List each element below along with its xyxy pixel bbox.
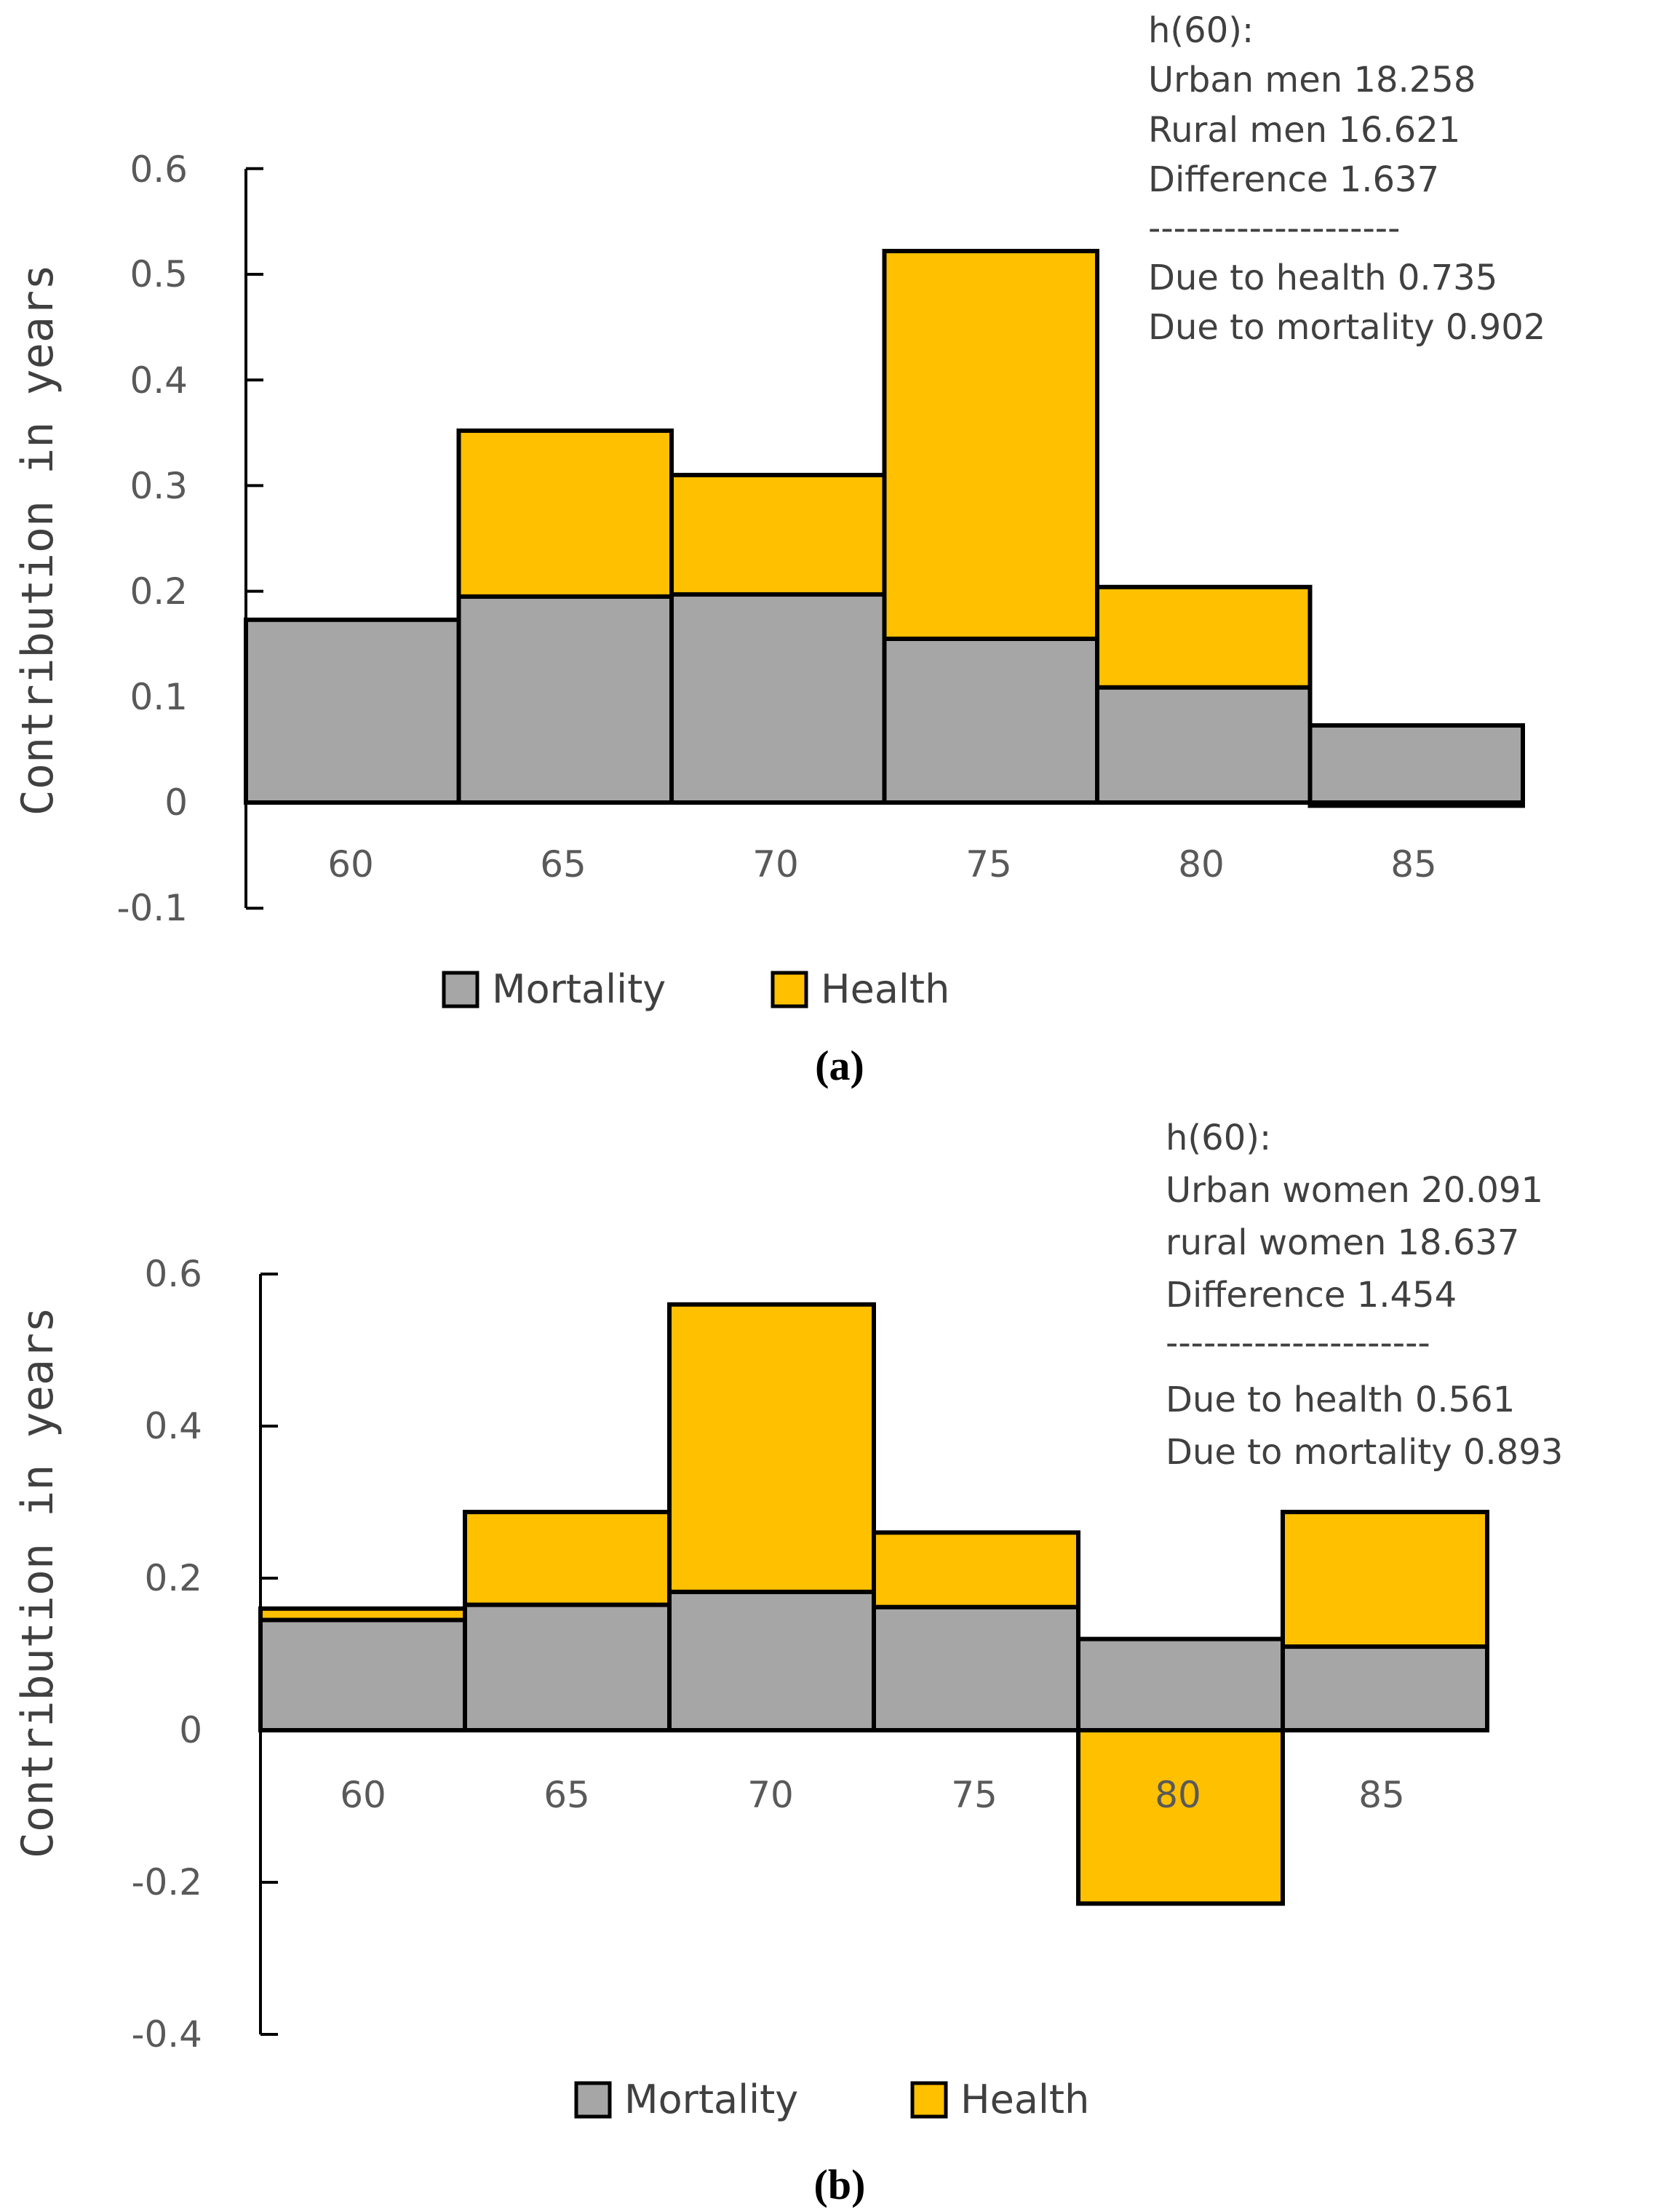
y-tick-label: 0.6 bbox=[144, 1253, 202, 1295]
legend-label-mortality: Mortality bbox=[492, 966, 666, 1012]
x-tick-label: 70 bbox=[752, 843, 799, 885]
x-tick-label: 85 bbox=[1358, 1774, 1405, 1816]
bar-mortality-70 bbox=[669, 592, 887, 805]
annotation-line: --------------------- bbox=[1166, 1323, 1430, 1364]
bar-mortality-80 bbox=[1076, 1636, 1285, 1733]
annotation-line: Difference 1.454 bbox=[1166, 1275, 1457, 1316]
legend: Mortality Health bbox=[574, 2077, 1089, 2122]
bar-health-75 bbox=[882, 249, 1099, 641]
bar-health-70 bbox=[667, 1302, 876, 1594]
bar-mortality-60 bbox=[244, 617, 461, 805]
x-tick-labels: 60 65 70 75 80 85 bbox=[340, 1774, 1405, 1816]
panel-a: Contribution in years 0.6 0.5 0.4 0.3 0.… bbox=[12, 10, 1545, 1089]
bar-mortality-80 bbox=[1095, 685, 1313, 805]
annotation-line: Due to mortality 0.893 bbox=[1166, 1432, 1563, 1473]
bars bbox=[258, 1273, 1489, 2036]
legend-swatch-health bbox=[771, 971, 808, 1008]
bar-mortality-65 bbox=[456, 594, 674, 805]
y-axis-label: Contribution in years bbox=[12, 1307, 63, 1859]
annotation-line: h(60): bbox=[1166, 1118, 1271, 1158]
y-tick-label: 0.2 bbox=[144, 1557, 202, 1599]
bar-mortality-70 bbox=[667, 1589, 876, 1733]
panel-b: Contribution in years 0.6 0.4 0.2 0 -0.2… bbox=[12, 1118, 1563, 2208]
x-tick-label: 70 bbox=[747, 1774, 794, 1816]
bar-health-80 bbox=[1076, 1728, 1285, 1906]
bar-mortality-85 bbox=[1307, 723, 1525, 805]
y-tick-label: 0.6 bbox=[130, 148, 188, 191]
bar-health-85 bbox=[1307, 800, 1525, 808]
panel-caption: (b) bbox=[814, 2161, 866, 2208]
y-tick-label: 0 bbox=[179, 1709, 202, 1751]
bar-health-65 bbox=[456, 428, 674, 599]
legend: Mortality Health bbox=[442, 966, 950, 1012]
annotation-line: Due to health 0.561 bbox=[1166, 1380, 1515, 1420]
bar-health-75 bbox=[872, 1530, 1080, 1609]
legend-swatch-mortality bbox=[574, 2081, 612, 2119]
y-tick-label: 0 bbox=[164, 781, 188, 824]
annotation-line: Due to mortality 0.902 bbox=[1148, 307, 1545, 348]
bars bbox=[244, 167, 1525, 910]
legend-label-health: Health bbox=[960, 2077, 1089, 2122]
y-tick-label: 0.2 bbox=[130, 570, 188, 613]
bar-health-60 bbox=[258, 1606, 467, 1623]
y-tick-label: 0.5 bbox=[130, 253, 188, 295]
y-tick-label: -0.1 bbox=[116, 887, 188, 929]
bar-mortality-75 bbox=[882, 636, 1099, 805]
annotation-line: Urban men 18.258 bbox=[1148, 60, 1476, 100]
annotation-line: Urban women 20.091 bbox=[1166, 1170, 1543, 1211]
x-tick-label: 60 bbox=[340, 1774, 386, 1816]
y-tick-labels: 0.6 0.5 0.4 0.3 0.2 0.1 0 -0.1 bbox=[116, 148, 188, 929]
y-tick-label: 0.3 bbox=[130, 465, 188, 507]
annotation-line: rural women 18.637 bbox=[1166, 1222, 1519, 1263]
annotation-line: Difference 1.637 bbox=[1148, 159, 1439, 200]
y-tick-label: 0.1 bbox=[130, 676, 188, 718]
annotation-line: Rural men 16.621 bbox=[1148, 110, 1460, 151]
x-tick-label: 75 bbox=[966, 843, 1012, 885]
annotation-box: h(60): Urban men 18.258 Rural men 16.621… bbox=[1148, 10, 1545, 348]
x-tick-label: 60 bbox=[327, 843, 374, 885]
x-tick-label: 65 bbox=[540, 843, 586, 885]
bar-health-70 bbox=[669, 472, 887, 597]
y-tick-label: 0.4 bbox=[130, 359, 188, 402]
x-tick-label: 85 bbox=[1390, 843, 1437, 885]
legend-label-mortality: Mortality bbox=[624, 2077, 798, 2122]
bar-mortality-75 bbox=[872, 1604, 1080, 1732]
x-tick-labels: 60 65 70 75 80 85 bbox=[327, 843, 1437, 885]
panel-caption: (a) bbox=[815, 1042, 864, 1089]
legend-swatch-mortality bbox=[442, 971, 479, 1008]
bar-mortality-65 bbox=[463, 1602, 672, 1732]
bar-health-80 bbox=[1095, 584, 1313, 690]
x-tick-label: 80 bbox=[1178, 843, 1225, 885]
annotation-line: Due to health 0.735 bbox=[1148, 258, 1497, 298]
y-tick-label: 0.4 bbox=[144, 1405, 202, 1447]
y-tick-label: -0.4 bbox=[131, 2013, 202, 2055]
annotation-box: h(60): Urban women 20.091 rural women 18… bbox=[1166, 1118, 1563, 1473]
y-tick-label: -0.2 bbox=[131, 1861, 202, 1903]
y-tick-labels: 0.6 0.4 0.2 0 -0.2 -0.4 bbox=[131, 1253, 202, 2055]
bar-health-65 bbox=[463, 1510, 672, 1607]
annotation-line: -------------------- bbox=[1148, 208, 1400, 249]
legend-swatch-health bbox=[910, 2081, 948, 2119]
annotation-line: h(60): bbox=[1148, 10, 1254, 51]
bar-mortality-60 bbox=[258, 1617, 467, 1733]
y-axis-label: Contribution in years bbox=[12, 264, 63, 816]
bar-health-85 bbox=[1281, 1510, 1489, 1649]
x-tick-label: 80 bbox=[1155, 1774, 1201, 1816]
legend-label-health: Health bbox=[821, 966, 950, 1012]
x-tick-label: 75 bbox=[951, 1774, 998, 1816]
bar-mortality-85 bbox=[1281, 1644, 1489, 1733]
x-tick-label: 65 bbox=[544, 1774, 590, 1816]
